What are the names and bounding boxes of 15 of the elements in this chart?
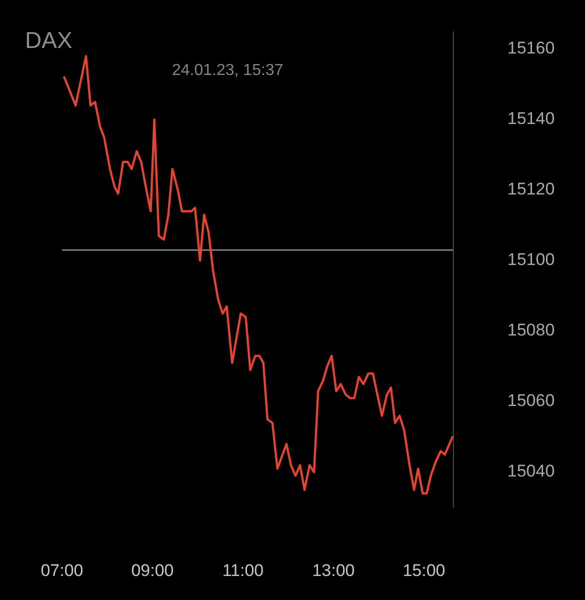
x-tick-label: 13:00 <box>312 560 355 580</box>
x-tick-label: 07:00 <box>40 560 84 580</box>
line-series <box>63 54 454 494</box>
y-tick-label: 15120 <box>507 180 555 199</box>
text: 24.01.23, 15:37 <box>172 61 284 81</box>
y-tick-label: 15160 <box>507 38 555 58</box>
y-tick-label: 15040 <box>507 462 555 481</box>
y-tick-label: 15100 <box>507 250 555 270</box>
y-tick-label: 15140 <box>507 109 555 128</box>
y-tick-label: 15080 <box>507 320 555 340</box>
x-tick-label: 15:00 <box>402 560 446 580</box>
x-tick-label: 11:00 <box>222 560 264 580</box>
x-tick-label: 09:00 <box>131 560 174 580</box>
y-tick-label: 15060 <box>507 391 555 410</box>
chart-title: DAX <box>25 26 72 54</box>
